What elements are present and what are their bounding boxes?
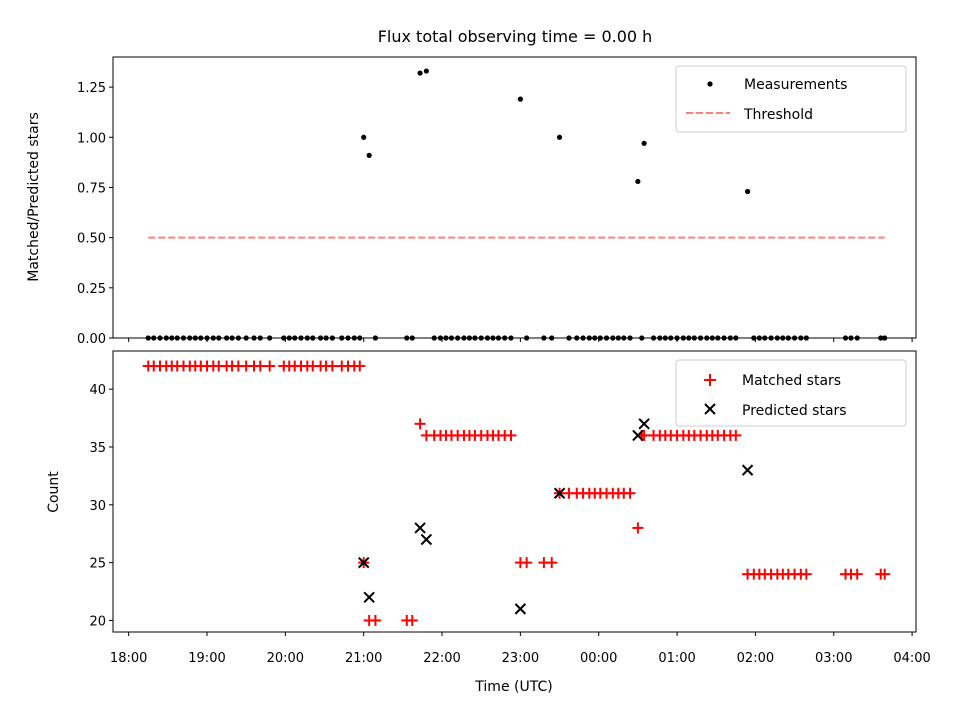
matched-star-point (369, 614, 381, 626)
matched-star-point (406, 614, 418, 626)
y-tick-label: 20 (89, 614, 106, 629)
predicted-star-point (553, 487, 566, 499)
predicted-star-point (363, 591, 375, 604)
top-panel: 0.00 0.25 0.50 0.75 1.00 1.25 Matched/Predict… (26, 56, 917, 347)
bottom-x-ticks: 18:00 19:00 20:00 21:00 22:00 23:00 00:00 01:00… (110, 632, 931, 666)
x-tick-label: 00:00 (580, 651, 617, 666)
x-tick-label: 19:00 (188, 651, 225, 666)
matched-star-point (264, 360, 276, 372)
top-legend: Measurements Threshold (675, 65, 907, 133)
matched-star-point (624, 487, 636, 499)
measurement-point (366, 152, 372, 158)
matched-star-point (414, 418, 426, 430)
measurement-point (361, 134, 367, 140)
predicted-star-point (420, 533, 433, 546)
top-data-marks (145, 68, 888, 341)
top-x-ticks (128, 338, 913, 342)
legend-matched-label: Matched stars (742, 373, 841, 389)
matched-star-point (326, 360, 338, 372)
predicted-star-point (357, 556, 370, 569)
legend-predicted-marker (704, 403, 716, 415)
measurement-point (641, 140, 647, 146)
x-tick-label: 22:00 (423, 651, 460, 666)
x-tick-label: 02:00 (737, 651, 774, 666)
matched-star-point (546, 557, 558, 569)
legend-matched-marker (704, 374, 716, 386)
y-tick-label: 1.00 (77, 131, 106, 146)
matched-star-point (730, 429, 742, 441)
legend-threshold-label: Threshold (743, 107, 813, 123)
measurement-point (423, 68, 429, 74)
legend-measurements-label: Measurements (744, 77, 847, 93)
top-legend-box (675, 65, 907, 133)
matched-star-point (879, 568, 891, 580)
y-tick-label: 0.50 (77, 232, 106, 247)
top-y-ticks: 0.00 0.25 0.50 0.75 1.00 1.25 (77, 81, 113, 347)
chart-title: Flux total observing time = 0.00 h (378, 27, 653, 46)
legend-measurements-marker (707, 81, 713, 87)
x-tick-label: 03:00 (815, 651, 852, 666)
measurement-point (417, 70, 423, 76)
x-tick-label: 04:00 (893, 651, 930, 666)
predicted-star-point (414, 522, 426, 534)
measurement-point (744, 188, 751, 195)
matched-star-point (505, 429, 517, 441)
matched-star-point (851, 568, 863, 580)
x-tick-label: 20:00 (267, 651, 304, 666)
measurement-point (556, 134, 563, 140)
y-tick-label: 0.00 (77, 332, 106, 347)
x-tick-label: 21:00 (345, 651, 382, 666)
bottom-axes-frame (112, 350, 917, 633)
matched-star-point (632, 522, 644, 534)
y-tick-label: 25 (89, 557, 106, 572)
bottom-y-ticks: 20 25 30 35 40 (89, 383, 113, 629)
bottom-legend-box (675, 359, 907, 427)
predicted-star-point (638, 418, 650, 430)
x-tick-label: 23:00 (502, 651, 539, 666)
measurement-point (635, 178, 641, 185)
matched-star-point (638, 429, 650, 441)
predicted-star-point (514, 603, 527, 615)
top-y-axis-label: Matched/Predicted stars (26, 112, 42, 282)
matched-star-point (800, 568, 812, 580)
y-tick-label: 30 (89, 499, 106, 514)
y-tick-label: 0.75 (77, 181, 106, 196)
x-tick-label: 18:00 (110, 651, 147, 666)
predicted-star-point (632, 429, 644, 442)
matched-star-point (354, 360, 366, 372)
bottom-panel: 20 25 30 35 40 18:00 19:00 20:00 21:00 22:00 23:0… (46, 350, 931, 695)
top-axes-frame (112, 56, 917, 339)
predicted-star-point (741, 464, 754, 476)
bottom-data-marks (142, 360, 891, 626)
bottom-legend: Matched stars Predicted stars (675, 359, 907, 427)
y-tick-label: 0.25 (77, 282, 106, 297)
measurement-point (517, 96, 523, 102)
matched-star-point (521, 557, 533, 569)
y-tick-label: 35 (89, 441, 106, 456)
x-axis-label: Time (UTC) (474, 679, 552, 695)
bottom-y-axis-label: Count (46, 471, 62, 513)
x-tick-label: 01:00 (658, 651, 695, 666)
legend-predicted-label: Predicted stars (742, 403, 847, 419)
y-tick-label: 40 (89, 383, 106, 398)
y-tick-label: 1.25 (77, 81, 106, 96)
matched-star-point (254, 360, 266, 372)
